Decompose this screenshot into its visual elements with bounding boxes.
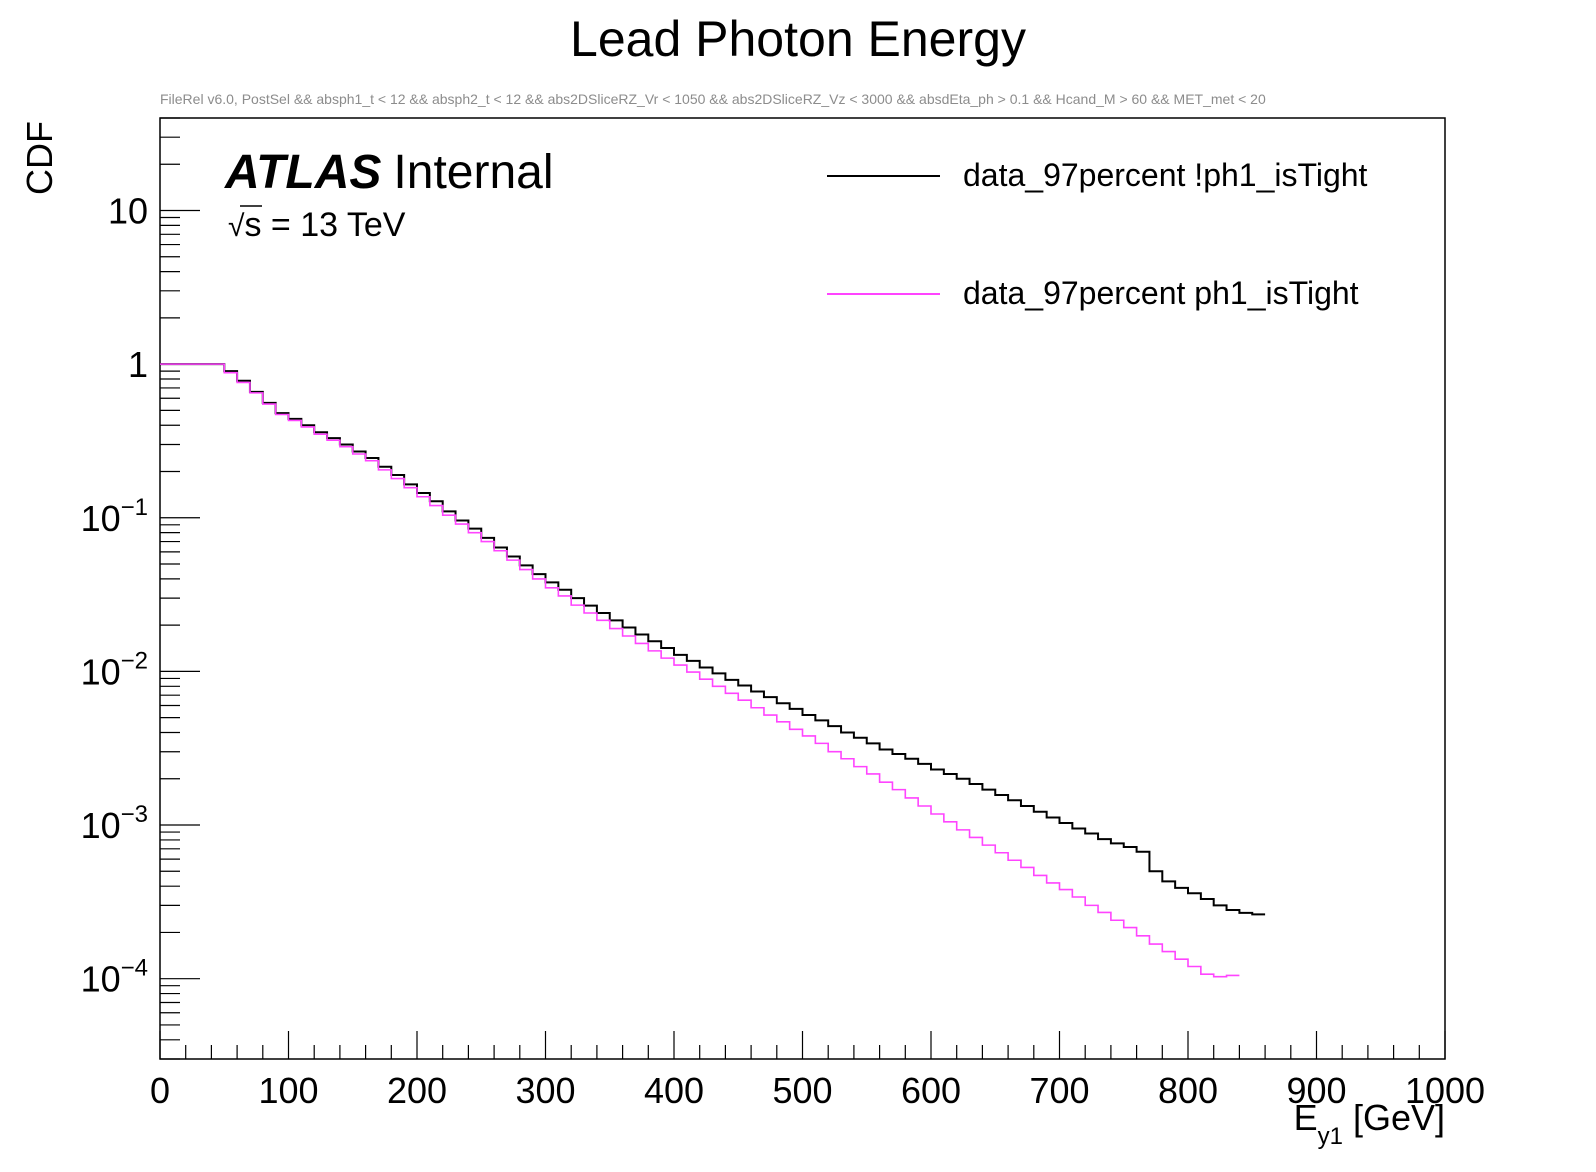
y-axis-ticks: 10 1 10−1 10−2 10−3 10−4 bbox=[81, 117, 200, 1060]
series-layer bbox=[160, 363, 1266, 978]
x-tick-label: 900 bbox=[1286, 1070, 1346, 1111]
x-tick-label: 700 bbox=[1029, 1070, 1089, 1111]
internal-text: Internal bbox=[393, 146, 553, 199]
y-tick-label: 10−2 bbox=[81, 647, 148, 692]
x-axis-label-unit: [GeV] bbox=[1353, 1097, 1445, 1138]
x-tick-label: 200 bbox=[387, 1070, 447, 1111]
legend: data_97percent !ph1_isTight data_97perce… bbox=[827, 157, 1368, 311]
chart-subtitle: FileRel v6.0, PostSel && absph1_t < 12 &… bbox=[160, 91, 1266, 107]
energy-s: s bbox=[244, 206, 261, 244]
legend-label-series-0: data_97percent !ph1_isTight bbox=[963, 157, 1368, 193]
x-axis-label: Ey1 [GeV] bbox=[1294, 1097, 1445, 1150]
x-tick-label: 1000 bbox=[1405, 1070, 1485, 1111]
legend-label-series-1: data_97percent ph1_isTight bbox=[963, 275, 1359, 311]
x-tick-label: 600 bbox=[901, 1070, 961, 1111]
sqrt-symbol: √ bbox=[228, 210, 245, 243]
series-line-1 bbox=[160, 363, 1240, 978]
atlas-text: ATLAS bbox=[224, 146, 381, 199]
energy-label: √s = 13 TeV bbox=[228, 206, 406, 244]
y-tick-label: 1 bbox=[128, 344, 148, 385]
x-axis-label-subscript: y1 bbox=[1318, 1123, 1343, 1150]
energy-value: = 13 TeV bbox=[261, 206, 405, 244]
y-tick-label: 10−1 bbox=[81, 494, 148, 539]
y-axis-label: CDF bbox=[19, 121, 60, 195]
series-line-0 bbox=[160, 363, 1266, 916]
x-axis-label-main: E bbox=[1294, 1097, 1318, 1138]
atlas-label: ATLAS Internal bbox=[224, 146, 554, 199]
y-tick-label: 10−3 bbox=[81, 801, 148, 846]
x-axis-ticks: 0 100 200 300 400 500 600 700 800 900 1000 bbox=[150, 1031, 1485, 1111]
y-tick-label: 10 bbox=[108, 190, 148, 231]
x-tick-label: 0 bbox=[150, 1070, 170, 1111]
plot-frame bbox=[159, 117, 1446, 1060]
x-tick-label: 400 bbox=[644, 1070, 704, 1111]
x-tick-label: 300 bbox=[515, 1070, 575, 1111]
x-tick-label: 500 bbox=[772, 1070, 832, 1111]
x-tick-label: 800 bbox=[1158, 1070, 1218, 1111]
y-tick-label: 10−4 bbox=[81, 955, 148, 1000]
chart-title: Lead Photon Energy bbox=[570, 11, 1026, 67]
x-tick-label: 100 bbox=[258, 1070, 318, 1111]
